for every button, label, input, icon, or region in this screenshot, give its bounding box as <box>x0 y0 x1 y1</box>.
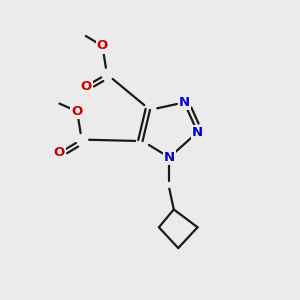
Text: N: N <box>164 151 175 164</box>
Text: O: O <box>54 146 65 160</box>
Text: O: O <box>72 105 83 118</box>
Text: O: O <box>80 80 92 93</box>
Text: N: N <box>178 96 190 109</box>
Text: N: N <box>192 126 203 139</box>
Text: O: O <box>97 40 108 52</box>
